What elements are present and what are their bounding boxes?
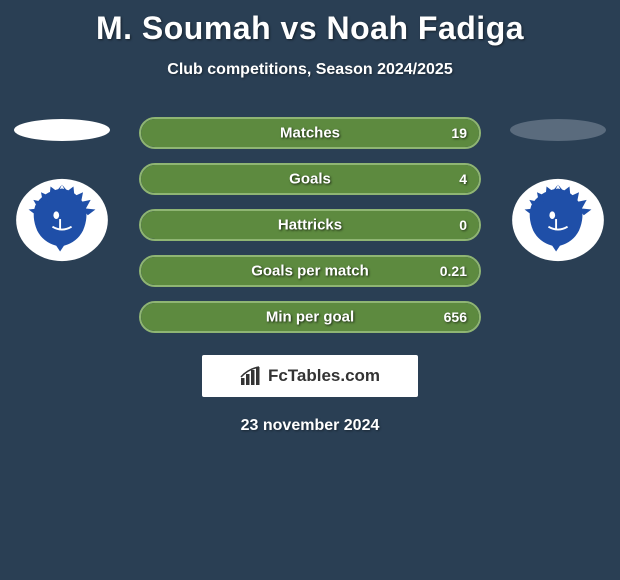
- right-player-oval: [510, 119, 606, 141]
- stat-bar: Goals 4: [139, 163, 481, 195]
- stat-bar-value-right: 0.21: [440, 263, 467, 279]
- stat-bar: Min per goal 656: [139, 301, 481, 333]
- stat-bar-label: Matches: [280, 125, 340, 142]
- stat-bar-value-right: 19: [451, 125, 467, 141]
- stat-bar: Goals per match 0.21: [139, 255, 481, 287]
- comparison-subtitle: Club competitions, Season 2024/2025: [0, 61, 620, 79]
- stat-bar-label: Goals: [289, 171, 331, 188]
- stat-bar-value-right: 4: [459, 171, 467, 187]
- right-player-column: [510, 117, 606, 263]
- bar-chart-icon: [240, 366, 262, 386]
- indian-head-icon: [510, 177, 606, 263]
- stat-bar-value-right: 656: [444, 309, 467, 325]
- left-team-badge: [14, 177, 110, 263]
- stat-bar-label: Min per goal: [266, 309, 354, 326]
- stat-bar-label: Hattricks: [278, 217, 342, 234]
- left-player-column: [14, 117, 110, 263]
- right-team-badge: [510, 177, 606, 263]
- left-player-oval: [14, 119, 110, 141]
- stat-bars: Matches 19 Goals 4 Hattricks 0 Goals per match…: [139, 117, 481, 333]
- comparison-title: M. Soumah vs Noah Fadiga: [0, 0, 620, 47]
- indian-head-icon: [14, 177, 110, 263]
- stat-bar: Matches 19: [139, 117, 481, 149]
- source-logo-text: FcTables.com: [268, 366, 380, 386]
- stat-bar-value-right: 0: [459, 217, 467, 233]
- comparison-body: Matches 19 Goals 4 Hattricks 0 Goals per match…: [0, 117, 620, 333]
- snapshot-date: 23 november 2024: [0, 417, 620, 435]
- stat-bar-label: Goals per match: [251, 263, 369, 280]
- stat-bar: Hattricks 0: [139, 209, 481, 241]
- source-logo-box: FcTables.com: [202, 355, 418, 397]
